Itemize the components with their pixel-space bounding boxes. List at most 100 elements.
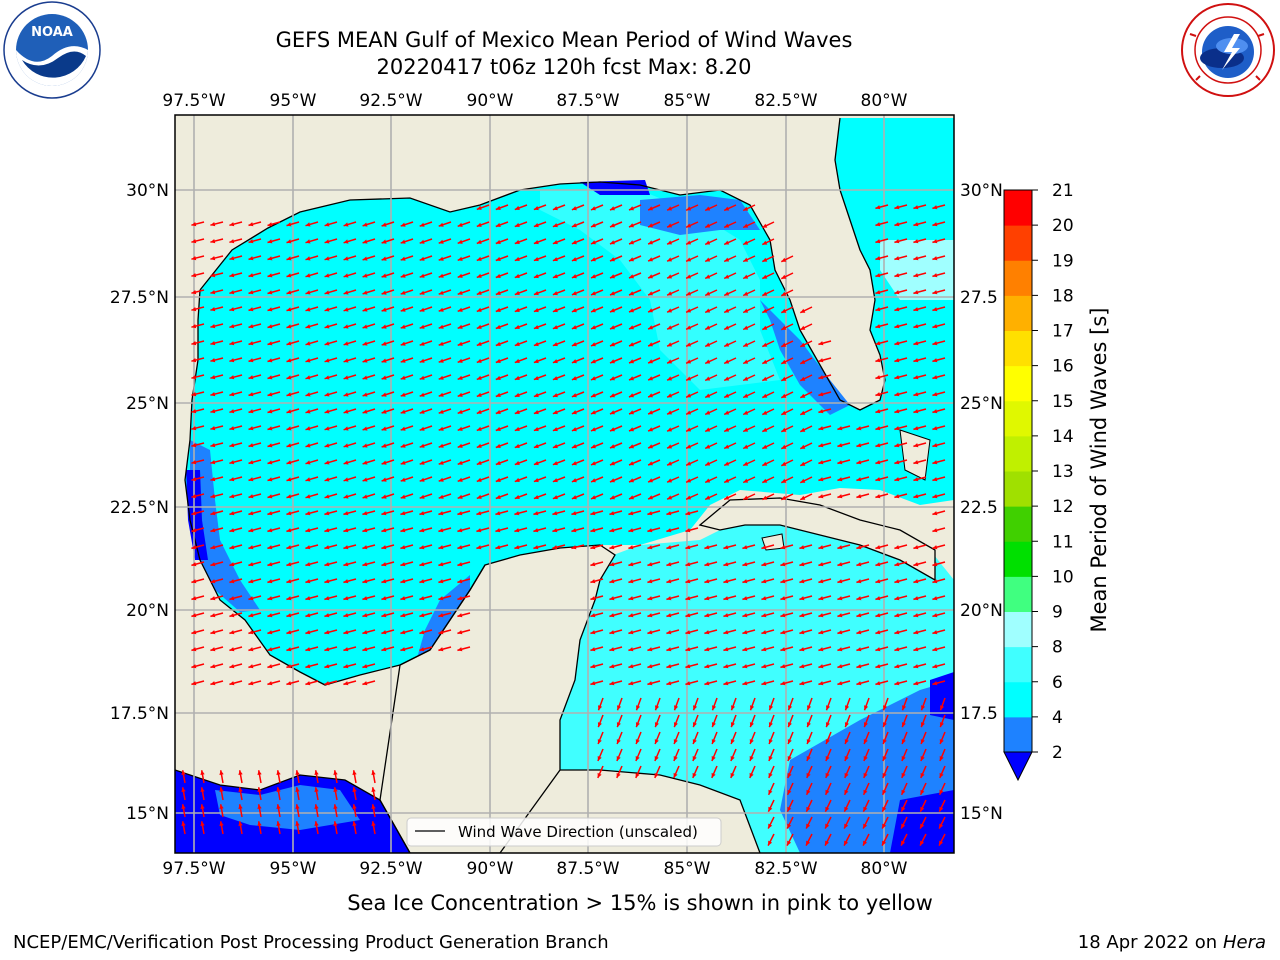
wave-arrow-head (419, 562, 425, 567)
wave-arrow-head (875, 562, 881, 567)
wave-arrow-head (295, 821, 300, 826)
wave-arrow-head (800, 393, 806, 398)
wave-arrow-head (400, 443, 406, 448)
wave-arrow-head (381, 273, 387, 278)
wave-arrow-head (724, 325, 730, 330)
colorbar-tick-label: 9 (1052, 603, 1063, 623)
wave-arrow-head (806, 739, 811, 744)
wave-arrow-head (324, 392, 330, 397)
wave-arrow-head (837, 579, 843, 584)
wave-arrow-head (590, 579, 596, 584)
wave-arrow-head (875, 426, 881, 431)
wave-arrow-head (457, 409, 463, 414)
wave-arrow-head (248, 426, 254, 431)
wave-arrow-head (800, 359, 806, 364)
wave-arrow-head (514, 460, 520, 465)
wave-arrow-head (267, 341, 273, 346)
wave-arrow-head (856, 613, 862, 618)
colorbar-tick-label: 11 (1052, 532, 1074, 552)
wave-arrow-head (552, 410, 558, 415)
wave-arrow-head (571, 359, 577, 364)
wave-arrow-head (343, 681, 349, 686)
wave-arrow-head (818, 443, 824, 448)
wave-arrow-head (286, 647, 292, 652)
wave-arrow-head (419, 239, 425, 244)
wave-arrow-head (818, 358, 824, 363)
wave-arrow-head (324, 307, 330, 312)
wave-arrow-head (219, 787, 224, 792)
wave-arrow-head (648, 444, 653, 449)
wave-arrow-head (229, 409, 235, 414)
wave-arrow-head (276, 804, 281, 809)
wave-arrow-head (343, 494, 349, 499)
wave-arrow-head (932, 392, 938, 397)
wave-arrow-head (743, 495, 749, 500)
wave-arrow-head (324, 528, 330, 533)
wave-arrow-head (894, 630, 900, 635)
wave-arrow-head (610, 393, 615, 398)
wave-arrow-head (333, 804, 338, 809)
wave-arrow-head (629, 274, 634, 279)
wave-arrow-head (837, 545, 843, 550)
wave-arrow-head (882, 806, 887, 812)
wave-arrow-head (648, 478, 653, 483)
wave-arrow-head (229, 375, 235, 380)
wave-arrow-head (610, 495, 615, 500)
wave-arrow-head (476, 341, 482, 346)
wave-arrow-head (704, 613, 710, 618)
wave-arrow-head (724, 240, 730, 245)
wave-arrow-head (654, 722, 659, 728)
wave-arrow-head (932, 256, 938, 261)
wave-arrow-head (743, 206, 749, 211)
wave-arrow-head (743, 444, 749, 449)
wave-arrow-head (705, 240, 711, 245)
wave-arrow-head (768, 739, 773, 744)
wave-arrow-head (806, 806, 811, 812)
wave-arrow-head (597, 739, 602, 744)
wave-arrow-head (305, 307, 311, 312)
wave-arrow-head (305, 579, 311, 584)
wave-arrow-head (457, 375, 463, 380)
colorbar-segment (1004, 681, 1032, 718)
wave-arrow-head (666, 596, 672, 601)
wave-arrow-head (920, 840, 925, 846)
wave-arrow-head (768, 789, 773, 795)
wave-arrow-head (800, 342, 806, 347)
wave-arrow-head (476, 222, 482, 227)
wave-arrow-head (286, 426, 292, 431)
wave-arrow-head (769, 705, 774, 711)
wave-arrow-head (495, 256, 501, 261)
lon-label: 92.5°W (359, 91, 422, 111)
wave-arrow-head (932, 511, 938, 516)
wave-arrow-head (438, 494, 444, 499)
wave-arrow-head (894, 222, 900, 227)
wave-arrow-head (305, 290, 311, 295)
wave-arrow-head (419, 596, 425, 601)
wave-arrow-head (768, 756, 773, 761)
wave-arrow-head (343, 579, 349, 584)
wave-arrow-head (552, 461, 558, 466)
wave-arrow-head (610, 410, 615, 415)
wave-arrow-head (333, 770, 338, 775)
wave-arrow-head (673, 772, 678, 778)
wave-arrow-head (591, 359, 596, 364)
wave-arrow-head (875, 647, 881, 652)
wave-arrow-head (286, 290, 292, 295)
wave-arrow-head (597, 756, 602, 761)
wave-arrow-head (894, 477, 900, 482)
nws-logo (1176, 0, 1280, 100)
lon-label: 85°W (664, 859, 711, 879)
wave-arrow-head (400, 409, 406, 414)
wave-arrow-head (875, 358, 881, 363)
central-america-coastline (560, 769, 761, 853)
wave-arrow-head (932, 409, 938, 414)
wave-arrow-head (667, 376, 673, 381)
wave-arrow-head (229, 630, 235, 635)
wave-arrow-head (191, 596, 197, 601)
wave-arrow-head (673, 722, 678, 728)
wave-arrow-head (438, 596, 444, 601)
wave-arrow-head (210, 494, 216, 499)
wave-arrow-head (724, 393, 730, 398)
wave-arrow-head (314, 804, 319, 809)
wave-arrow-head (305, 222, 311, 227)
